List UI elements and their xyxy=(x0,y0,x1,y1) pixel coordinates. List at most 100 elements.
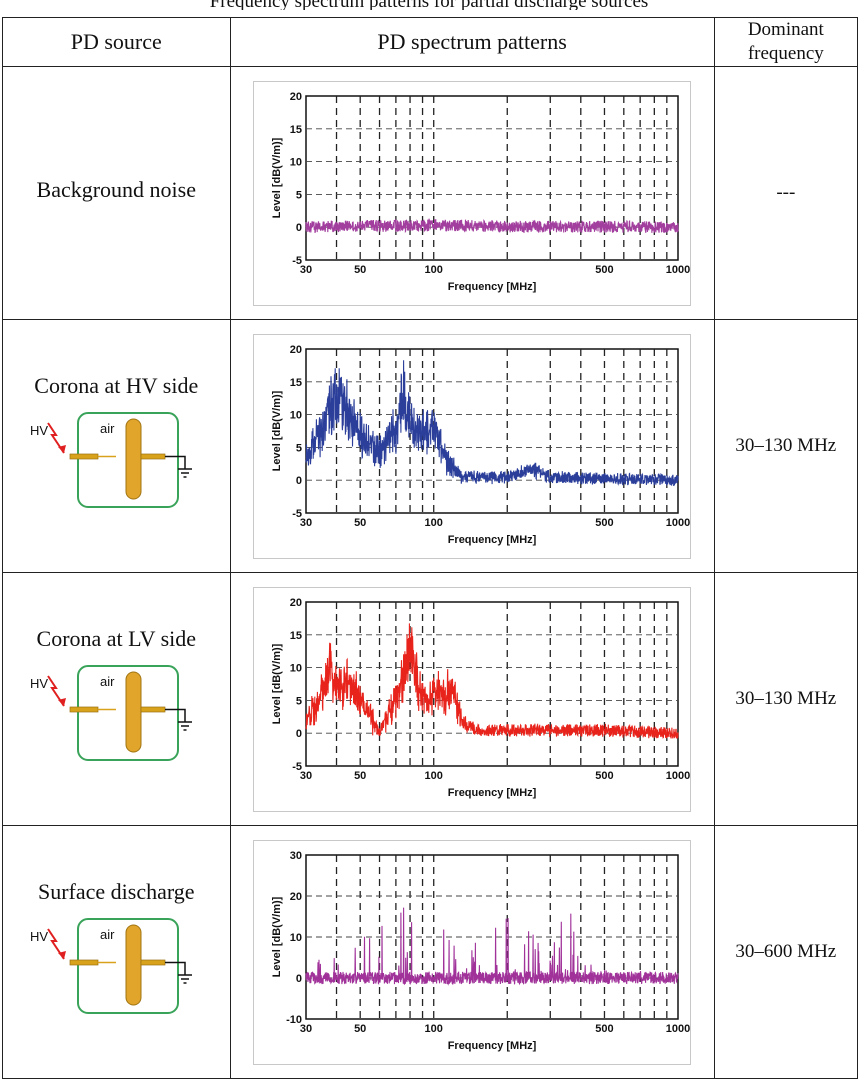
x-tick-label: 30 xyxy=(300,770,312,782)
x-axis-label: Frequency [MHz] xyxy=(448,534,537,546)
dominant-cell: --- xyxy=(713,66,858,320)
plot-cell: -10 0 10 20 30 30 50 100 500 1000 Frequency [MHz] L… xyxy=(229,825,715,1079)
source-label: Corona at HV side xyxy=(34,373,199,398)
series-line xyxy=(305,907,679,986)
series-line xyxy=(305,218,679,234)
y-tick-label: 5 xyxy=(296,189,302,201)
y-tick-label: 15 xyxy=(290,376,302,388)
x-tick-label: 1000 xyxy=(666,1023,690,1035)
plot-cell: -5 0 5 10 15 20 30 50 100 500 1000 Frequency [MHz] L… xyxy=(229,319,715,573)
plot-cell: -5 0 5 10 15 20 30 50 100 500 1000 Frequency [MHz] L… xyxy=(229,66,715,320)
x-axis-label: Frequency [MHz] xyxy=(448,1040,537,1052)
x-tick-label: 500 xyxy=(595,1023,613,1035)
y-tick-label: 10 xyxy=(290,932,302,944)
ground-rod xyxy=(140,706,166,713)
x-axis-label: Frequency [MHz] xyxy=(448,281,537,293)
source-cell: Corona at LV side air HV xyxy=(2,572,231,826)
x-tick-label: 500 xyxy=(595,264,613,276)
y-axis-label: Level [dB(V/m)] xyxy=(271,896,283,977)
ground-wire xyxy=(165,708,187,722)
plate-electrode xyxy=(125,671,142,753)
y-tick-label: 5 xyxy=(296,442,302,454)
y-tick-label: 0 xyxy=(296,222,302,234)
header-dominant-frequency: Dominant frequency xyxy=(713,17,858,67)
x-tick-label: 100 xyxy=(425,770,443,782)
hv-label: HV xyxy=(30,929,48,944)
lightning-icon xyxy=(47,675,66,707)
plot-area xyxy=(305,600,679,767)
y-tick-label: 20 xyxy=(290,344,302,356)
medium-label: air xyxy=(100,674,115,689)
plot-cell: -5 0 5 10 15 20 30 50 100 500 1000 Frequency [MHz] L… xyxy=(229,572,715,826)
header-dominant-line2: frequency xyxy=(747,43,824,64)
enclosure-box xyxy=(77,665,180,761)
x-tick-label: 100 xyxy=(425,517,443,529)
medium-label: air xyxy=(100,927,115,942)
ground-rod xyxy=(140,959,166,966)
x-tick-label: 30 xyxy=(300,1023,312,1035)
y-tick-label: -5 xyxy=(292,255,302,267)
y-tick-label: 30 xyxy=(290,850,302,862)
plate-electrode xyxy=(125,924,142,1006)
header-spectrum-patterns: PD spectrum patterns xyxy=(229,17,715,67)
y-tick-label: 10 xyxy=(290,662,302,674)
electrode-diagram: air HV xyxy=(30,412,193,508)
y-tick-label: 20 xyxy=(290,91,302,103)
pd-spectrum-table: PD source PD spectrum patterns Dominant … xyxy=(2,17,858,1079)
dominant-cell: 30–600 MHz xyxy=(713,825,858,1079)
y-tick-label: 15 xyxy=(290,629,302,641)
x-tick-label: 50 xyxy=(354,1023,366,1035)
hv-label: HV xyxy=(30,423,48,438)
y-tick-label: 20 xyxy=(290,891,302,903)
ground-wire xyxy=(165,961,187,975)
x-tick-label: 1000 xyxy=(666,770,690,782)
y-tick-label: 5 xyxy=(296,695,302,707)
y-tick-label: 0 xyxy=(296,973,302,985)
x-axis-label: Frequency [MHz] xyxy=(448,787,537,799)
series-line xyxy=(305,359,679,486)
ground-rod xyxy=(140,453,166,460)
x-tick-label: 30 xyxy=(300,517,312,529)
x-tick-label: 1000 xyxy=(666,517,690,529)
source-label: Background noise xyxy=(36,177,196,202)
enclosure-box xyxy=(77,918,180,1014)
source-label: Surface discharge xyxy=(37,879,195,904)
plate-electrode xyxy=(125,418,142,500)
hv-electrode xyxy=(69,453,99,460)
spectrum-plot-corona-hv: -5 0 5 10 15 20 30 50 100 500 1000 Frequency [MHz] L… xyxy=(271,344,690,546)
table-row: Corona at HV side air HV -5 0 5 10 15 20 30 50 10… xyxy=(2,319,858,573)
x-tick-label: 500 xyxy=(595,517,613,529)
medium-label: air xyxy=(100,421,115,436)
y-tick-label: 0 xyxy=(296,728,302,740)
hv-electrode xyxy=(69,706,99,713)
y-tick-label: 10 xyxy=(290,156,302,168)
series-line xyxy=(305,622,679,739)
enclosure-box xyxy=(77,412,180,508)
table-caption: Frequency spectrum patterns for partial … xyxy=(0,0,858,10)
hv-electrode xyxy=(69,959,99,966)
source-cell: Background noise xyxy=(2,66,231,320)
table-row: Surface discharge air HV -10 0 10 20 30 30 50 10… xyxy=(2,825,858,1079)
x-tick-label: 500 xyxy=(595,770,613,782)
y-axis-label: Level [dB(V/m)] xyxy=(271,643,283,724)
spectrum-plot-surface-discharge: -10 0 10 20 30 30 50 100 500 1000 Frequency [MHz] L… xyxy=(271,850,690,1052)
y-tick-label: 10 xyxy=(290,409,302,421)
x-tick-label: 50 xyxy=(354,517,366,529)
ground-wire xyxy=(165,455,187,469)
x-tick-label: 100 xyxy=(425,1023,443,1035)
lightning-icon xyxy=(47,422,66,454)
x-tick-label: 50 xyxy=(354,770,366,782)
table-row: Background noise -5 0 5 10 15 20 30 50 100 500 100… xyxy=(2,66,858,320)
dominant-cell: 30–130 MHz xyxy=(713,319,858,573)
source-label: Corona at LV side xyxy=(36,626,197,651)
y-tick-label: -5 xyxy=(292,761,302,773)
spectrum-plot-background-noise: -5 0 5 10 15 20 30 50 100 500 1000 Frequency [MHz] L… xyxy=(271,91,690,293)
y-axis-label: Level [dB(V/m)] xyxy=(271,137,283,218)
x-tick-label: 50 xyxy=(354,264,366,276)
electrode-diagram: air HV xyxy=(30,918,193,1014)
x-tick-label: 30 xyxy=(300,264,312,276)
x-tick-label: 100 xyxy=(425,264,443,276)
header-dominant-line1: Dominant xyxy=(747,19,824,40)
arrow-icon xyxy=(58,951,67,959)
source-cell: Corona at HV side air HV xyxy=(2,319,231,573)
